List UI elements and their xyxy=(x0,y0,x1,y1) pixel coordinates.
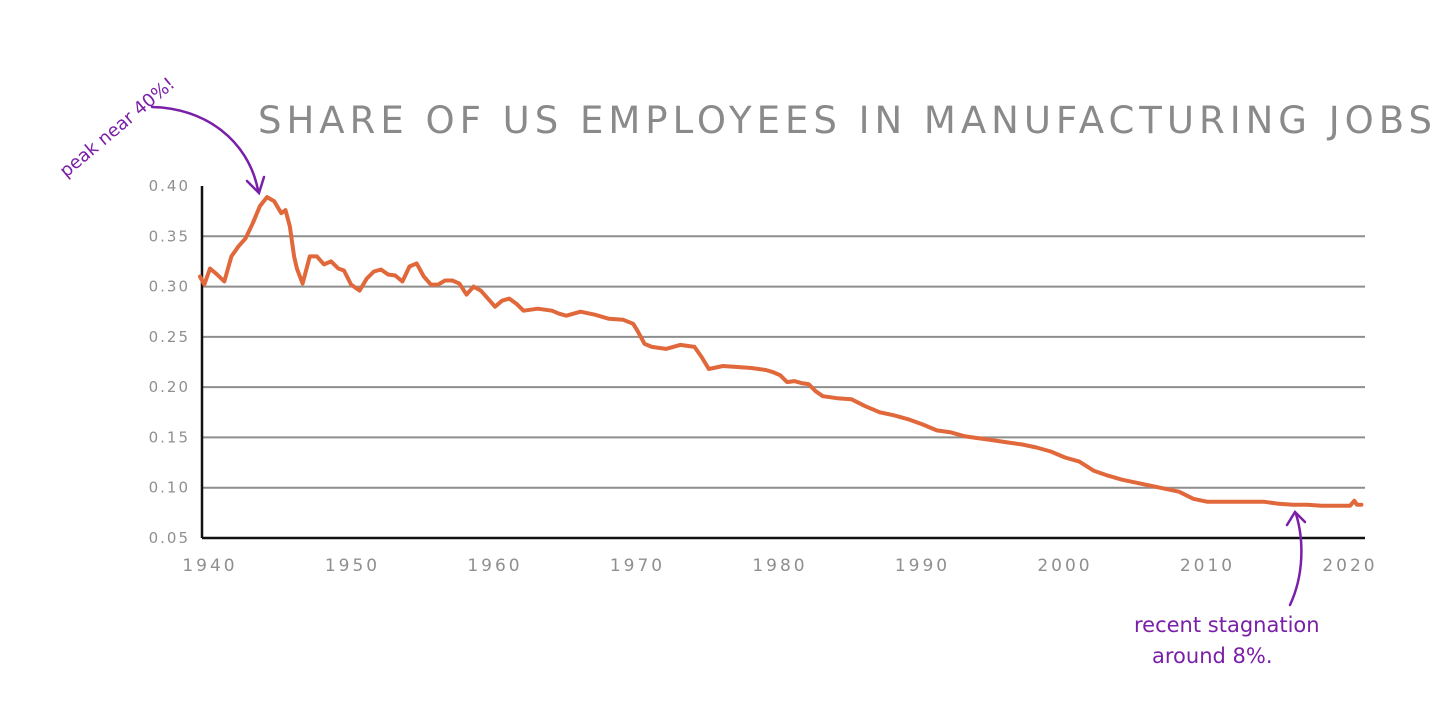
chart-title: SHARE OF US EMPLOYEES IN MANUFACTURING J… xyxy=(258,99,1437,142)
x-tick-label: 1950 xyxy=(325,556,380,576)
peak-arrow xyxy=(150,105,260,192)
y-tick-label: 0.15 xyxy=(149,428,190,446)
x-tick-label: 2010 xyxy=(1180,556,1235,576)
y-tick-labels: 0.05 0.10 0.15 0.20 0.25 0.30 0.35 0.40 xyxy=(149,177,190,547)
x-tick-labels: 1940 1950 1960 1970 1980 1990 2000 2010 2020 xyxy=(182,556,1377,576)
x-tick-label: 1960 xyxy=(467,556,522,576)
peak-annotation-text: peak near 40%! xyxy=(56,73,179,181)
peak-arrow-head xyxy=(245,175,266,196)
series-layer xyxy=(198,195,1364,508)
y-tick-label: 0.35 xyxy=(149,227,190,245)
y-tick-label: 0.40 xyxy=(149,177,190,195)
y-tick-label: 0.30 xyxy=(149,278,190,296)
axes xyxy=(200,186,1365,540)
y-tick-label: 0.20 xyxy=(149,378,190,396)
x-tick-label: 1990 xyxy=(895,556,950,576)
x-tick-label: 2020 xyxy=(1322,556,1377,576)
series-line xyxy=(198,195,1364,508)
peak-annotation: peak near 40%! xyxy=(56,73,266,196)
recent-arrow-head xyxy=(1285,509,1307,527)
x-tick-label: 1980 xyxy=(752,556,807,576)
recent-annotation-line-2: around 8%. xyxy=(1152,644,1273,668)
x-tick-label: 1970 xyxy=(610,556,665,576)
y-tick-label: 0.05 xyxy=(149,529,190,547)
recent-annotation-line-1: recent stagnation xyxy=(1134,613,1320,637)
recent-annotation: recent stagnation around 8%. xyxy=(1134,509,1320,668)
x-tick-label: 1940 xyxy=(182,556,237,576)
gridlines xyxy=(202,235,1365,489)
x-tick-label: 2000 xyxy=(1037,556,1092,576)
recent-arrow xyxy=(1288,512,1303,607)
y-tick-label: 0.10 xyxy=(149,479,190,497)
y-tick-label: 0.25 xyxy=(149,328,190,346)
